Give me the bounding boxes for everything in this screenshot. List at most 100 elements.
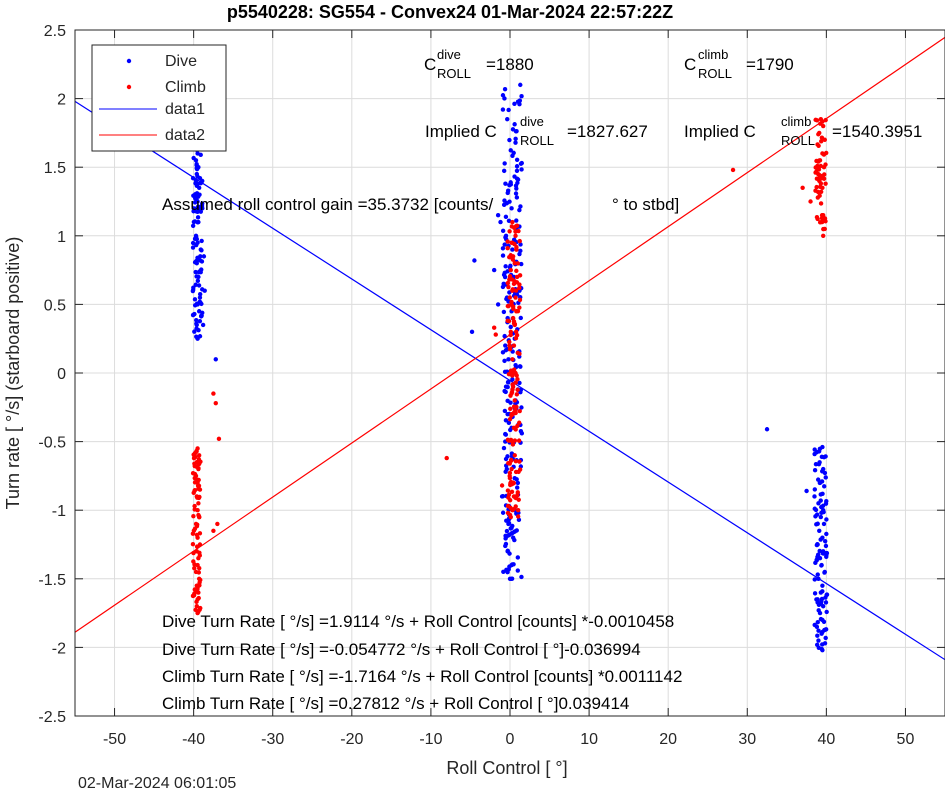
- implied-dive-sub: ROLL: [520, 133, 554, 148]
- data-point-dive: [513, 191, 519, 196]
- data-point-dive: [504, 518, 509, 523]
- fit-equation-3: Climb Turn Rate [ °/s] =-1.7164 °/s + Ro…: [162, 667, 682, 686]
- data-point-dive: [502, 274, 508, 280]
- data-point-dive: [200, 201, 205, 206]
- data-point-dive: [194, 334, 199, 339]
- data-point-dive: [513, 140, 518, 145]
- data-point-dive: [519, 405, 524, 410]
- data-point-dive: [508, 148, 513, 153]
- data-point-dive: [503, 181, 508, 186]
- fit-equation-1: Dive Turn Rate [ °/s] =1.9114 °/s + Roll…: [162, 612, 674, 631]
- data-point-climb: [514, 223, 520, 228]
- data-point-dive: [200, 322, 206, 328]
- y-tick-label: -2: [52, 640, 66, 657]
- data-point-climb: [813, 188, 818, 193]
- data-point-climb: [513, 427, 518, 432]
- data-point-dive: [519, 167, 524, 172]
- data-point-dive: [501, 445, 507, 451]
- fit-equation-2: Dive Turn Rate [ °/s] =-0.054772 °/s + R…: [162, 640, 641, 659]
- data-point-climb: [514, 247, 519, 252]
- data-point-dive: [194, 326, 199, 331]
- data-point-climb: [815, 195, 821, 200]
- data-point-climb: [508, 267, 513, 273]
- data-point-dive: [815, 477, 821, 482]
- data-point-dive: [500, 107, 506, 112]
- data-point-dive: [495, 302, 501, 307]
- data-point-dive: [824, 517, 829, 522]
- data-point-climb: [505, 437, 511, 442]
- data-point-climb: [515, 508, 521, 513]
- fit-line-data1: [74, 100, 945, 661]
- data-point-dive: [515, 480, 521, 486]
- data-point-climb: [510, 287, 516, 292]
- data-point-climb: [509, 255, 514, 260]
- data-point-dive: [501, 309, 507, 315]
- data-point-dive: [495, 213, 501, 218]
- data-point-climb: [507, 346, 513, 352]
- data-point-dive: [818, 600, 824, 606]
- data-point-climb: [508, 437, 514, 443]
- x-tick-label: 40: [817, 731, 835, 748]
- data-point-dive: [820, 583, 825, 588]
- data-point-climb: [513, 469, 519, 475]
- data-point-climb: [515, 309, 521, 314]
- data-point-dive: [823, 475, 828, 480]
- data-point-dive: [823, 454, 828, 459]
- data-point-dive: [815, 620, 820, 625]
- x-tick-label: -20: [340, 731, 363, 748]
- data-point-dive: [818, 514, 824, 520]
- data-point-dive: [820, 629, 825, 635]
- data-point-dive: [504, 296, 509, 302]
- data-point-dive: [472, 258, 477, 263]
- data-point-climb: [507, 295, 513, 300]
- data-point-dive: [502, 369, 508, 375]
- data-point-dive: [819, 563, 824, 568]
- data-point-climb: [216, 436, 222, 442]
- data-point-dive: [510, 153, 515, 158]
- data-point-dive: [469, 329, 475, 335]
- data-point-dive: [197, 292, 203, 297]
- data-point-climb: [821, 123, 826, 129]
- data-point-dive: [506, 357, 511, 362]
- data-point-climb: [513, 233, 518, 238]
- data-point-climb: [512, 410, 517, 415]
- data-point-climb: [499, 483, 505, 488]
- data-point-dive: [508, 182, 514, 187]
- data-point-dive: [508, 400, 513, 405]
- data-point-dive: [502, 96, 507, 101]
- data-point-climb: [512, 453, 517, 458]
- data-point-climb: [513, 295, 518, 300]
- data-point-dive: [819, 469, 825, 474]
- data-point-climb: [192, 566, 197, 571]
- data-point-dive: [514, 528, 519, 533]
- data-point-dive: [512, 537, 517, 543]
- data-point-dive: [818, 537, 823, 542]
- data-point-climb: [511, 319, 517, 324]
- data-point-climb: [196, 457, 202, 462]
- implied-climb-sub: ROLL: [781, 133, 815, 148]
- data-point-dive: [503, 543, 508, 549]
- data-point-climb: [191, 550, 196, 556]
- c-dive-letter: C: [424, 55, 436, 74]
- data-point-dive: [506, 218, 512, 223]
- data-point-climb: [507, 274, 513, 279]
- data-point-climb: [508, 329, 513, 335]
- data-point-climb: [196, 466, 201, 471]
- data-point-climb: [512, 438, 518, 443]
- data-point-dive: [192, 236, 198, 242]
- data-point-dive: [816, 645, 822, 650]
- data-point-climb: [820, 218, 826, 223]
- data-point-climb: [194, 599, 199, 605]
- data-point-dive: [503, 432, 509, 437]
- c-climb-annotation: C climb ROLL =1790: [684, 47, 794, 81]
- data-point-dive: [194, 242, 199, 248]
- ticks: -50 -40 -30 -20 -10 0 10 20 30 40 50 2.5 2 1.5 1 0.5 0 -0…: [38, 23, 945, 748]
- data-point-dive: [498, 219, 503, 225]
- data-point-dive: [501, 168, 507, 174]
- data-point-dive: [201, 254, 207, 259]
- data-point-dive: [196, 269, 202, 275]
- data-point-climb: [517, 285, 522, 291]
- data-point-dive: [515, 568, 521, 573]
- data-point-climb: [516, 228, 521, 234]
